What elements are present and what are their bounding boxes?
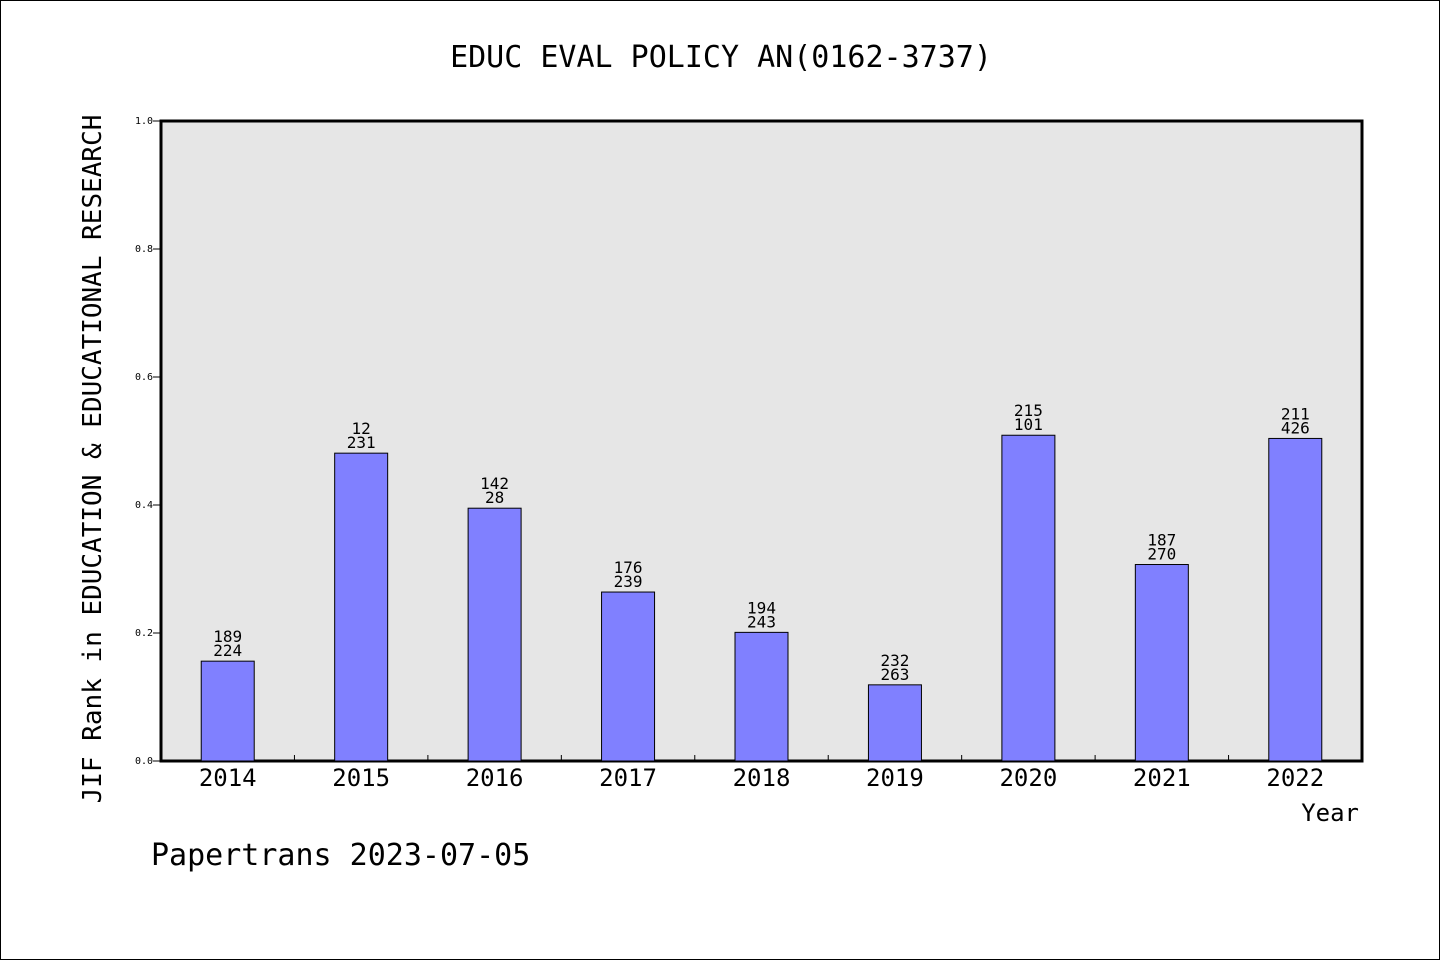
bar-label-bottom: 426 xyxy=(1281,418,1310,437)
bar-label-bottom: 101 xyxy=(1014,415,1043,434)
bar-label-bottom: 28 xyxy=(485,488,504,507)
bar-label-bottom: 243 xyxy=(747,612,776,631)
bar-label-bottom: 263 xyxy=(880,665,909,684)
y-tick-label: 0.4 xyxy=(135,500,153,511)
bar xyxy=(467,507,522,762)
x-tick-label: 2016 xyxy=(466,764,524,792)
x-tick-label: 2019 xyxy=(866,764,924,792)
bar xyxy=(334,452,389,762)
x-axis-label: Year xyxy=(1301,799,1359,827)
y-axis-label: JIF Rank in EDUCATION & EDUCATIONAL RESE… xyxy=(78,115,108,804)
x-ticks: 2014 2015 2016 2017 2018 2019 2020 2021 2022 xyxy=(199,755,1324,792)
y-tick-label: 0.2 xyxy=(135,628,153,639)
x-tick-label: 2018 xyxy=(733,764,791,792)
bars xyxy=(200,434,1323,762)
bar-label-bottom: 239 xyxy=(614,572,643,591)
x-tick-label: 2015 xyxy=(332,764,390,792)
bar-label-top: 187 xyxy=(1147,531,1176,550)
x-tick-label: 2022 xyxy=(1266,764,1324,792)
bar-label-top: 194 xyxy=(747,598,776,617)
bar-label-top: 189 xyxy=(213,627,242,646)
bar-label-top: 142 xyxy=(480,474,509,493)
bar-label-top: 12 xyxy=(352,419,371,438)
y-tick-label: 1.0 xyxy=(135,116,153,127)
y-tick-label: 0.0 xyxy=(135,756,153,767)
bar-label-bottom: 224 xyxy=(213,641,242,660)
bar xyxy=(734,631,789,762)
bar xyxy=(601,591,656,762)
bar xyxy=(200,660,255,762)
y-ticks: 0.0 0.2 0.4 0.6 0.8 1.0 xyxy=(135,116,161,767)
x-tick-label: 2021 xyxy=(1133,764,1191,792)
bar-label-bottom: 270 xyxy=(1147,545,1176,564)
bar-label-top: 215 xyxy=(1014,401,1043,420)
x-tick-label: 2020 xyxy=(999,764,1057,792)
bar xyxy=(1134,564,1189,762)
y-tick-label: 0.6 xyxy=(135,372,153,383)
bar-label-bottom: 231 xyxy=(347,433,376,452)
chart-title: EDUC EVAL POLICY AN(0162-3737) xyxy=(450,40,992,75)
x-tick-label: 2017 xyxy=(599,764,657,792)
x-tick-label: 2014 xyxy=(199,764,257,792)
bar xyxy=(1001,434,1056,762)
bar-label-top: 232 xyxy=(880,651,909,670)
bar-label-top: 176 xyxy=(614,558,643,577)
bar-label-top: 211 xyxy=(1281,404,1310,423)
y-tick-label: 0.8 xyxy=(135,244,153,255)
bar xyxy=(1268,437,1323,762)
footer-text: Papertrans 2023-07-05 xyxy=(151,838,530,873)
bar xyxy=(867,684,922,762)
